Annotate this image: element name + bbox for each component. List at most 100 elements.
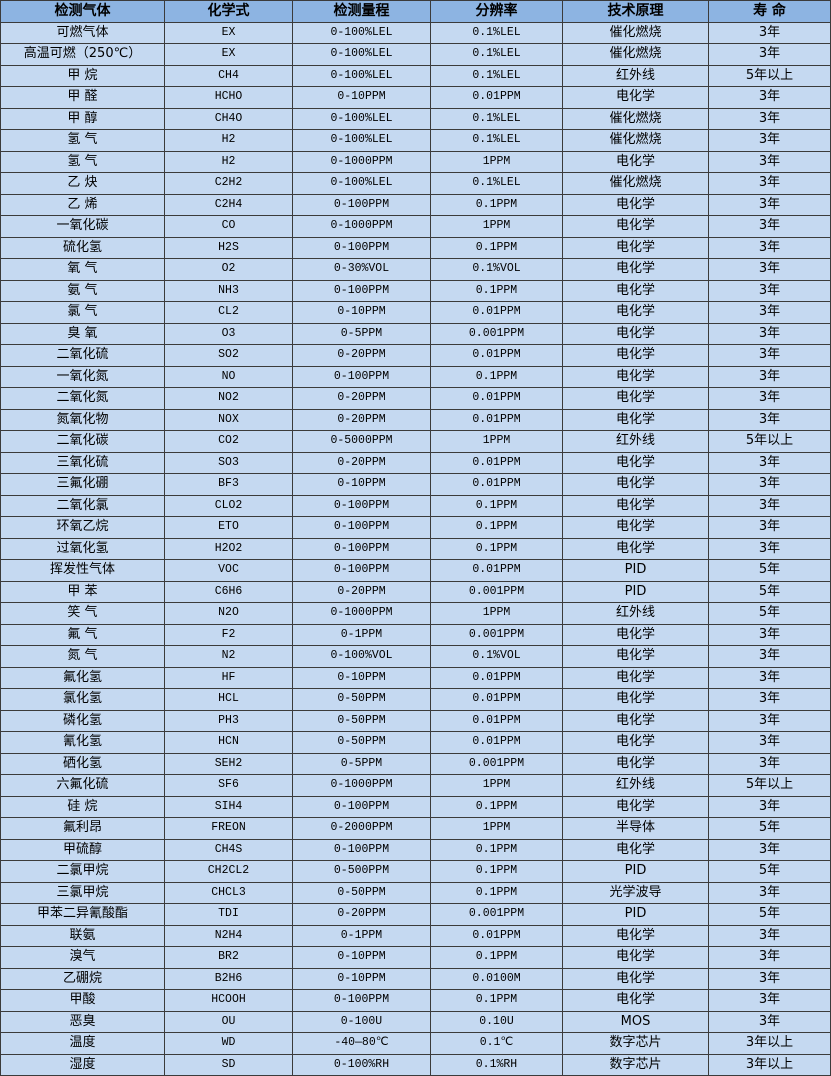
- cell-gas: 甲 醇: [0, 107, 165, 130]
- table-row: 氟化氢 HF 0-10PPM 0.01PPM 电化学 3年: [0, 666, 831, 689]
- cell-principle: 电化学: [562, 322, 709, 345]
- cell-range: 0-1000PPM: [292, 215, 431, 238]
- cell-formula: C2H2: [164, 172, 293, 195]
- table-row: 挥发性气体 VOC 0-100PPM 0.01PPM PID 5年: [0, 559, 831, 582]
- cell-gas: 氨 气: [0, 279, 165, 302]
- cell-principle: 电化学: [562, 86, 709, 109]
- cell-gas: 甲硫醇: [0, 838, 165, 861]
- cell-gas: 三氧化硫: [0, 451, 165, 474]
- cell-gas: 氯 气: [0, 301, 165, 324]
- cell-resolution: 0.01PPM: [430, 344, 563, 367]
- cell-principle: 催化燃烧: [562, 107, 709, 130]
- cell-gas: 甲苯二异氰酸酯: [0, 903, 165, 926]
- cell-lifespan: 3年: [708, 795, 831, 818]
- cell-range: 0-10PPM: [292, 301, 431, 324]
- cell-lifespan: 3年以上: [708, 1032, 831, 1055]
- cell-range: 0-20PPM: [292, 408, 431, 431]
- cell-formula: H2S: [164, 236, 293, 259]
- cell-resolution: 0.1PPM: [430, 860, 563, 883]
- table-row: 乙 炔 C2H2 0-100%LEL 0.1%LEL 催化燃烧 3年: [0, 172, 831, 195]
- cell-range: 0-100%LEL: [292, 21, 431, 44]
- cell-gas: 氯化氢: [0, 688, 165, 711]
- cell-formula: VOC: [164, 559, 293, 582]
- cell-lifespan: 3年: [708, 1010, 831, 1033]
- cell-formula: CH4O: [164, 107, 293, 130]
- cell-range: 0-100%LEL: [292, 172, 431, 195]
- cell-principle: 电化学: [562, 752, 709, 775]
- cell-lifespan: 5年: [708, 559, 831, 582]
- cell-lifespan: 3年: [708, 387, 831, 410]
- cell-principle: PID: [562, 559, 709, 582]
- cell-gas: 高温可燃（250℃）: [0, 43, 165, 66]
- cell-gas: 二氧化碳: [0, 430, 165, 453]
- cell-principle: 电化学: [562, 150, 709, 173]
- cell-principle: 红外线: [562, 64, 709, 87]
- cell-formula: H2O2: [164, 537, 293, 560]
- cell-resolution: 0.1%LEL: [430, 129, 563, 152]
- cell-gas: 氢 气: [0, 150, 165, 173]
- cell-gas: 氟 气: [0, 623, 165, 646]
- cell-resolution: 0.1PPM: [430, 989, 563, 1012]
- cell-resolution: 0.1%VOL: [430, 258, 563, 281]
- cell-gas: 过氧化氢: [0, 537, 165, 560]
- cell-resolution: 0.1%LEL: [430, 21, 563, 44]
- cell-resolution: 0.1PPM: [430, 279, 563, 302]
- cell-gas: 三氟化硼: [0, 473, 165, 496]
- cell-gas: 硒化氢: [0, 752, 165, 775]
- cell-resolution: 0.1℃: [430, 1032, 563, 1055]
- cell-resolution: 0.01PPM: [430, 387, 563, 410]
- cell-gas: 磷化氢: [0, 709, 165, 732]
- cell-principle: 电化学: [562, 946, 709, 969]
- cell-resolution: 0.1PPM: [430, 838, 563, 861]
- cell-range: 0-50PPM: [292, 731, 431, 754]
- table-row: 甲酸 HCOOH 0-100PPM 0.1PPM 电化学 3年: [0, 989, 831, 1012]
- cell-resolution: 0.1PPM: [430, 494, 563, 517]
- cell-formula: SIH4: [164, 795, 293, 818]
- cell-range: 0-100PPM: [292, 516, 431, 539]
- cell-resolution: 0.1PPM: [430, 236, 563, 259]
- cell-lifespan: 3年: [708, 666, 831, 689]
- cell-principle: 电化学: [562, 279, 709, 302]
- cell-range: 0-5PPM: [292, 322, 431, 345]
- cell-resolution: 1PPM: [430, 215, 563, 238]
- cell-lifespan: 3年: [708, 344, 831, 367]
- table-row: 二氧化氮 NO2 0-20PPM 0.01PPM 电化学 3年: [0, 387, 831, 410]
- cell-range: 0-1PPM: [292, 924, 431, 947]
- table-row: 氟利昂 FREON 0-2000PPM 1PPM 半导体 5年: [0, 817, 831, 840]
- cell-range: 0-100PPM: [292, 236, 431, 259]
- cell-gas: 乙硼烷: [0, 967, 165, 990]
- cell-principle: 催化燃烧: [562, 129, 709, 152]
- cell-principle: 电化学: [562, 193, 709, 216]
- cell-lifespan: 3年: [708, 451, 831, 474]
- cell-range: 0-100PPM: [292, 494, 431, 517]
- cell-resolution: 0.01PPM: [430, 559, 563, 582]
- cell-range: 0-1000PPM: [292, 602, 431, 625]
- table-row: 恶臭 OU 0-100U 0.10U MOS 3年: [0, 1010, 831, 1033]
- cell-resolution: 0.001PPM: [430, 580, 563, 603]
- cell-resolution: 0.01PPM: [430, 688, 563, 711]
- cell-formula: CO2: [164, 430, 293, 453]
- cell-resolution: 1PPM: [430, 602, 563, 625]
- cell-resolution: 0.0100M: [430, 967, 563, 990]
- cell-formula: TDI: [164, 903, 293, 926]
- cell-gas: 二氧化氮: [0, 387, 165, 410]
- table-row: 氨 气 NH3 0-100PPM 0.1PPM 电化学 3年: [0, 279, 831, 302]
- table-row: 一氧化碳 CO 0-1000PPM 1PPM 电化学 3年: [0, 215, 831, 238]
- cell-principle: 半导体: [562, 817, 709, 840]
- header-row: 检测气体 化学式 检测量程 分辨率 技术原理 寿 命: [0, 0, 831, 23]
- cell-gas: 甲 醛: [0, 86, 165, 109]
- cell-lifespan: 5年: [708, 860, 831, 883]
- cell-range: -40—80℃: [292, 1032, 431, 1055]
- cell-range: 0-100PPM: [292, 279, 431, 302]
- cell-principle: PID: [562, 860, 709, 883]
- cell-range: 0-100%LEL: [292, 64, 431, 87]
- cell-lifespan: 3年: [708, 516, 831, 539]
- table-row: 笑 气 N2O 0-1000PPM 1PPM 红外线 5年: [0, 602, 831, 625]
- table-row: 甲 醇 CH4O 0-100%LEL 0.1%LEL 催化燃烧 3年: [0, 107, 831, 130]
- table-row: 过氧化氢 H2O2 0-100PPM 0.1PPM 电化学 3年: [0, 537, 831, 560]
- table-row: 湿度 SD 0-100%RH 0.1%RH 数字芯片 3年以上: [0, 1053, 831, 1076]
- cell-range: 0-100PPM: [292, 365, 431, 388]
- header-resolution: 分辨率: [430, 0, 563, 23]
- table-row: 联氨 N2H4 0-1PPM 0.01PPM 电化学 3年: [0, 924, 831, 947]
